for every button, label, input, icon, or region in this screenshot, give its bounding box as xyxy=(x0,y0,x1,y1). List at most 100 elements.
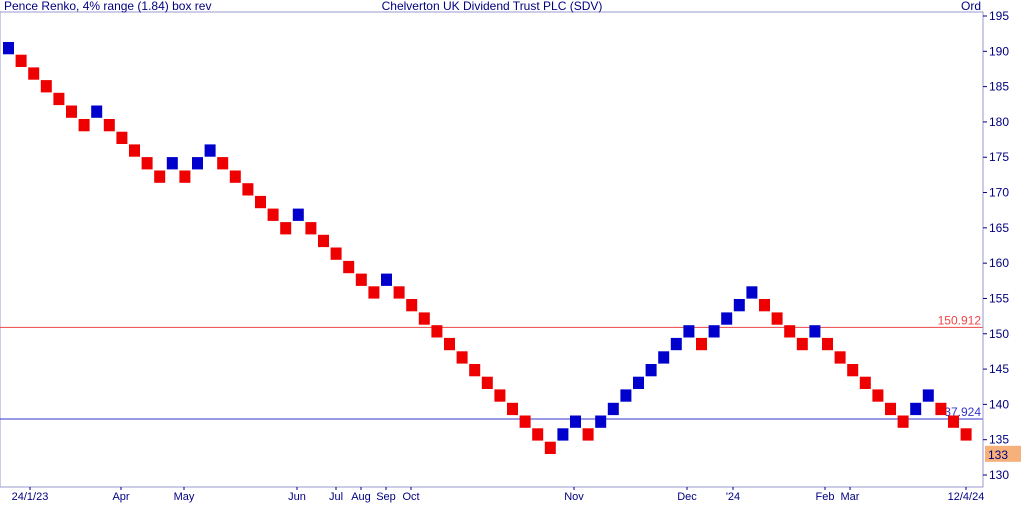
renko-brick-up xyxy=(292,208,304,221)
renko-brick-down xyxy=(960,428,972,441)
x-axis: 24/1/23 Apr May Jun Jul Aug Sep Oct Nov Dec '24 Feb… xyxy=(12,487,985,503)
y-tick-label: 145 xyxy=(989,362,1009,376)
renko-brick-up xyxy=(746,286,758,299)
chart-title: Chelverton UK Dividend Trust PLC (SDV) xyxy=(382,0,603,13)
y-tick-label: 180 xyxy=(989,115,1009,129)
renko-brick-up xyxy=(645,364,657,377)
renko-brick-down xyxy=(481,376,493,389)
renko-brick-down xyxy=(444,337,455,351)
renko-brick-down xyxy=(280,222,292,235)
renko-brick-down xyxy=(343,260,355,274)
y-tick-label: 150 xyxy=(989,327,1009,341)
y-axis: 130 135 140 145 150 155 160 165 170 175 180 185 190 1… xyxy=(982,9,1009,487)
renko-brick-down xyxy=(822,337,833,351)
renko-brick-down xyxy=(759,299,770,312)
chart-header-right: Ord xyxy=(961,0,981,13)
renko-brick-up xyxy=(670,337,682,351)
renko-brick-down xyxy=(406,299,418,312)
renko-brick-down xyxy=(66,105,77,118)
renko-brick-up xyxy=(733,299,745,312)
x-tick-label: May xyxy=(174,491,195,503)
renko-brick-up xyxy=(166,157,178,170)
x-tick-label: 24/1/23 xyxy=(12,491,49,503)
x-tick-label: Aug xyxy=(351,491,371,503)
renko-brick-up xyxy=(658,351,670,364)
chart-header-left: Pence Renko, 4% range (1.84) box rev xyxy=(4,0,211,13)
renko-brick-down xyxy=(305,222,317,235)
renko-brick-down xyxy=(15,54,27,67)
renko-brick-up xyxy=(633,376,644,389)
renko-brick-up xyxy=(595,415,607,428)
renko-brick-down xyxy=(507,402,518,416)
renko-brick-down xyxy=(116,131,128,144)
y-tick-label: 140 xyxy=(989,397,1009,411)
y-tick-label: 130 xyxy=(989,468,1009,482)
renko-brick-down xyxy=(456,351,468,364)
renko-brick-down xyxy=(393,286,405,299)
renko-brick-down xyxy=(179,170,191,183)
x-tick-label: 12/4/24 xyxy=(948,491,985,503)
renko-brick-up xyxy=(708,325,720,338)
y-tick-label: 165 xyxy=(989,221,1009,235)
renko-brick-down xyxy=(834,351,846,364)
renko-brick-down xyxy=(242,183,254,196)
current-price-label: 133 xyxy=(988,448,1008,462)
renko-brick-down xyxy=(532,428,544,441)
y-tick-label: 160 xyxy=(989,256,1009,270)
renko-brick-down xyxy=(696,337,707,351)
y-tick-label: 190 xyxy=(989,44,1009,58)
renko-brick-down xyxy=(78,119,90,132)
renko-brick-down xyxy=(368,286,380,299)
renko-brick-down xyxy=(355,273,367,286)
renko-bricks xyxy=(3,42,972,454)
x-tick-label: Jul xyxy=(329,491,343,503)
renko-brick-down xyxy=(469,364,481,377)
renko-brick-up xyxy=(922,389,934,402)
x-tick-label: Oct xyxy=(402,491,419,503)
y-tick-label: 185 xyxy=(989,80,1009,94)
renko-brick-down xyxy=(784,325,796,338)
renko-brick-down xyxy=(129,144,140,157)
renko-brick-down xyxy=(255,195,266,209)
y-tick-label: 195 xyxy=(989,9,1009,23)
y-tick-label: 175 xyxy=(989,150,1009,164)
renko-brick-up xyxy=(91,105,103,118)
renko-brick-up xyxy=(570,415,581,428)
renko-brick-up xyxy=(910,402,922,416)
renko-brick-down xyxy=(771,312,783,325)
x-tick-label: Dec xyxy=(677,491,697,503)
y-tick-label: 155 xyxy=(989,291,1009,305)
renko-brick-down xyxy=(40,80,52,93)
renko-brick-up xyxy=(557,428,569,441)
renko-brick-down xyxy=(847,364,859,377)
renko-brick-down xyxy=(318,234,329,248)
renko-brick-up xyxy=(607,402,619,416)
renko-brick-down xyxy=(28,67,40,80)
renko-brick-down xyxy=(494,389,506,402)
renko-brick-up xyxy=(204,144,216,157)
renko-brick-down xyxy=(948,415,959,428)
renko-brick-down xyxy=(519,415,531,428)
renko-brick-up xyxy=(809,325,821,338)
renko-brick-down xyxy=(229,170,241,183)
current-price-badge-bg xyxy=(985,445,1021,462)
renko-brick-down xyxy=(418,312,430,325)
renko-brick-down xyxy=(544,441,556,454)
renko-brick-up xyxy=(620,389,632,402)
renko-brick-down xyxy=(53,92,65,106)
renko-brick-down xyxy=(872,389,884,402)
renko-brick-down xyxy=(897,415,909,428)
renko-brick-down xyxy=(431,325,443,338)
x-tick-label: Feb xyxy=(816,491,835,503)
y-tick-label: 135 xyxy=(989,433,1009,447)
y-tick-label: 170 xyxy=(989,186,1009,200)
renko-brick-up xyxy=(683,325,695,338)
renko-brick-down xyxy=(141,157,153,170)
renko-brick-down xyxy=(330,247,342,260)
renko-brick-down xyxy=(935,402,947,416)
x-tick-label: Sep xyxy=(376,491,396,503)
renko-brick-up xyxy=(192,157,203,170)
